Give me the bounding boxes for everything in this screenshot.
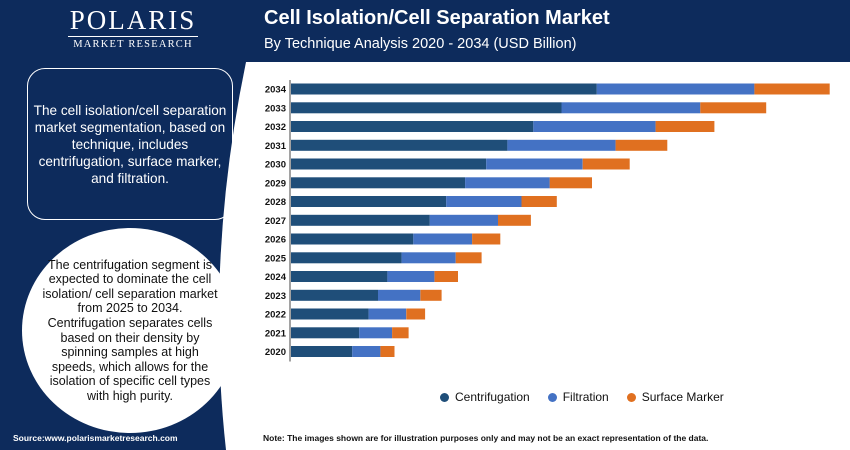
legend-label: Filtration (562, 390, 609, 404)
bar-2023-surface-marker (420, 289, 442, 301)
bar-2024-surface-marker (434, 271, 458, 282)
bar-2024-filtration (387, 271, 435, 282)
bar-2023-centrifugation (291, 289, 378, 301)
bar-2026-filtration (413, 233, 473, 245)
bar-2022-centrifugation (291, 308, 369, 320)
y-tick-label-2026: 2026 (265, 235, 286, 246)
bar-2026-surface-marker (472, 233, 501, 245)
bar-2031-centrifugation (291, 139, 508, 151)
legend-swatch (440, 392, 449, 402)
highlight-circle: The centrifugation segment is expected t… (22, 228, 238, 433)
bar-2021-centrifugation (291, 327, 360, 339)
y-tick-label-2025: 2025 (265, 253, 287, 264)
bar-2034-surface-marker (754, 83, 830, 95)
y-tick-label-2032: 2032 (265, 122, 286, 133)
bar-2025-surface-marker (455, 252, 482, 264)
bar-2028-surface-marker (521, 196, 557, 207)
source-text: Source:www.polarismarketresearch.com (13, 433, 178, 443)
disclaimer-note: Note: The images shown are for illustrat… (263, 433, 709, 443)
bar-2020-centrifugation (291, 346, 353, 357)
bar-2034-filtration (596, 83, 755, 95)
bar-2029-centrifugation (291, 177, 466, 189)
y-tick-label-2024: 2024 (265, 272, 287, 283)
y-tick-label-2022: 2022 (265, 310, 286, 321)
y-tick-label-2033: 2033 (265, 103, 286, 114)
legend-label: Centrifugation (455, 390, 530, 404)
segmentation-info-box: The cell isolation/cell separation marke… (27, 68, 233, 220)
brand-name: POLARIS (69, 5, 197, 35)
y-tick-label-2031: 2031 (265, 141, 287, 152)
bar-2033-filtration (561, 102, 701, 114)
y-tick-label-2023: 2023 (265, 291, 286, 302)
bar-2025-centrifugation (291, 252, 402, 264)
legend-item-centrifugation: Centrifugation (440, 390, 530, 404)
brand-tagline: MARKET RESEARCH (68, 36, 198, 50)
bar-2033-centrifugation (291, 102, 562, 114)
stacked-bar-chart: 2020 2021 2022 2023 2024 2025 2026 2027 2028 2029… (265, 80, 830, 362)
bar-2029-filtration (465, 177, 550, 189)
legend-item-surface-marker: Surface Marker (626, 390, 724, 404)
bar-2026-centrifugation (291, 233, 414, 245)
y-tick-label-2027: 2027 (265, 216, 286, 227)
bar-2028-centrifugation (291, 196, 447, 207)
bar-2032-centrifugation (291, 121, 534, 132)
bar-2028-filtration (446, 196, 522, 207)
bar-2021-filtration (359, 327, 393, 339)
y-tick-label-2028: 2028 (265, 197, 286, 208)
bar-2032-surface-marker (655, 121, 715, 132)
segmentation-info-text: The cell isolation/cell separation marke… (33, 102, 227, 186)
bar-2030-filtration (486, 158, 583, 170)
y-tick-label-2020: 2020 (265, 347, 286, 358)
chart-legend: Centrifugation Filtration Surface Marker (440, 390, 724, 404)
legend-item-filtration: Filtration (547, 390, 609, 404)
bar-2020-filtration (352, 346, 381, 357)
bar-2020-surface-marker (380, 346, 395, 357)
bar-2030-centrifugation (291, 158, 487, 170)
legend-swatch (547, 392, 557, 402)
bar-2032-filtration (533, 121, 656, 132)
bar-2027-filtration (429, 214, 498, 226)
bar-2022-filtration (368, 308, 407, 320)
bar-2027-centrifugation (291, 214, 430, 226)
bar-2023-filtration (378, 289, 421, 301)
bar-2030-surface-marker (582, 158, 630, 170)
bar-2021-surface-marker (392, 327, 409, 339)
y-tick-label-2034: 2034 (265, 85, 287, 96)
legend-label: Surface Marker (641, 390, 724, 404)
bar-2031-surface-marker (615, 139, 668, 151)
bar-2027-surface-marker (498, 214, 531, 226)
highlight-text: The centrifugation segment is expected t… (42, 257, 218, 403)
bar-2024-centrifugation (291, 271, 388, 282)
legend-swatch (626, 392, 636, 402)
page-title: Cell Isolation/Cell Separation Market (264, 7, 610, 29)
bar-2025-filtration (401, 252, 456, 264)
bar-2029-surface-marker (549, 177, 592, 189)
bar-2031-filtration (507, 139, 616, 151)
bar-2033-surface-marker (700, 102, 767, 114)
y-tick-label-2029: 2029 (265, 178, 286, 189)
y-tick-label-2030: 2030 (265, 160, 286, 171)
page-subtitle: By Technique Analysis 2020 - 2034 (USD B… (264, 36, 577, 52)
bar-2022-surface-marker (406, 308, 426, 320)
brand-logo: POLARIS MARKET RESEARCH (68, 6, 198, 50)
y-tick-label-2021: 2021 (265, 328, 287, 339)
bar-2034-centrifugation (291, 83, 597, 95)
